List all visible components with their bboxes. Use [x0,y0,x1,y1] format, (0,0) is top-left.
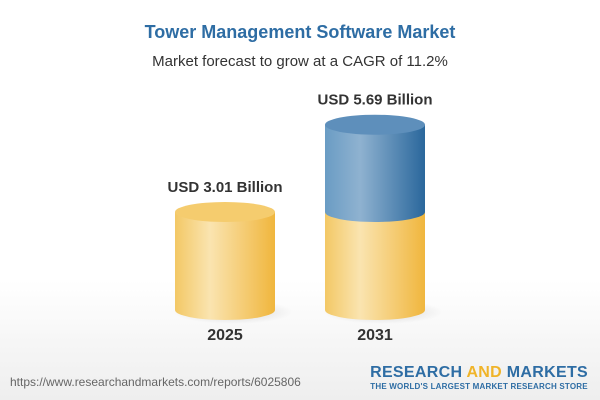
chart-title: Tower Management Software Market [144,22,456,42]
research-and-markets-logo: RESEARCH AND MARKETS THE WORLD'S LARGEST… [370,364,588,391]
chart-subtitle: Market forecast to grow at a CAGR of 11.… [152,53,448,70]
source-url[interactable]: https://www.researchandmarkets.com/repor… [10,375,301,389]
data-label: USD 3.01 Billion [167,179,282,196]
x-tick-label: 2031 [357,327,393,344]
x-tick-label: 2025 [207,327,243,344]
bar-base-segment [325,212,425,320]
data-label: USD 5.69 Billion [317,92,432,109]
bar-top [325,114,425,135]
bar-top [175,202,275,222]
bar-base-segment [175,212,275,320]
bar-growth-segment [325,124,425,222]
